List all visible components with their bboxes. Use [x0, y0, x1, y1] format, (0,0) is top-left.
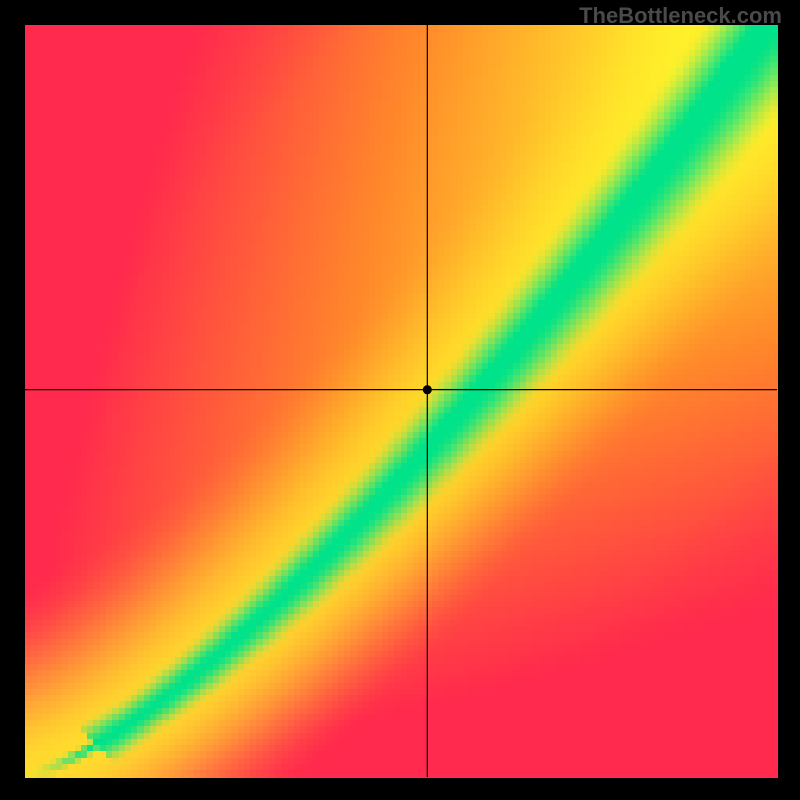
bottleneck-heatmap	[0, 0, 800, 800]
chart-container: TheBottleneck.com	[0, 0, 800, 800]
